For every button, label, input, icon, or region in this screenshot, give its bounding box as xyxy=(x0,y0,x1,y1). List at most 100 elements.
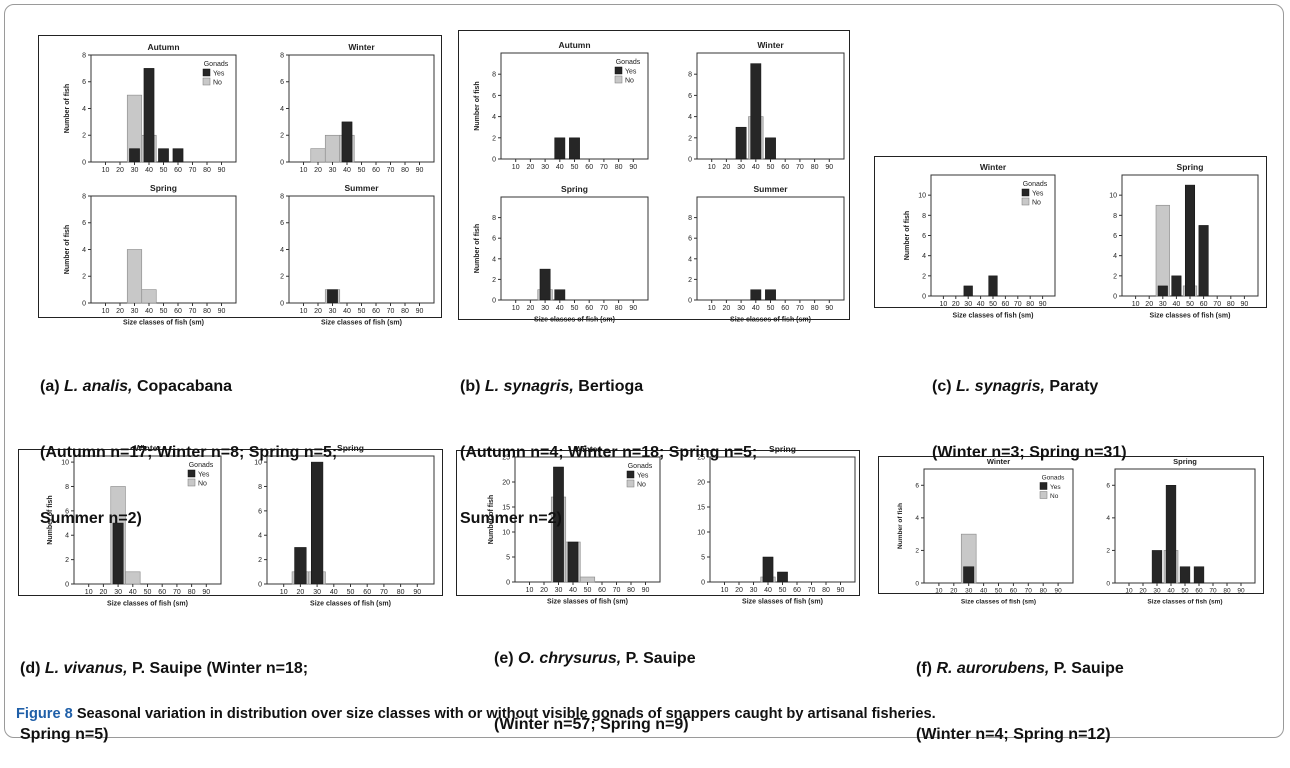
x-tick-label: 60 xyxy=(372,308,380,315)
legend-yes-swatch xyxy=(202,68,211,77)
y-tick-label: 6 xyxy=(280,220,284,227)
bar-yes-50 xyxy=(988,275,998,297)
bar-yes-30 xyxy=(1151,550,1163,584)
x-tick-label: 50 xyxy=(160,308,168,315)
y-tick-label: 4 xyxy=(915,515,919,522)
x-tick-label: 50 xyxy=(989,301,997,308)
y-axis-label: Number of fish xyxy=(474,224,481,273)
figure-caption: Figure 8 Seasonal variation in distribut… xyxy=(16,706,1281,722)
bar-yes-40 xyxy=(341,121,353,163)
x-tick-label: 50 xyxy=(779,587,787,594)
y-axis-label: Number of fish xyxy=(474,81,481,130)
y-tick-label: 25 xyxy=(697,454,705,461)
caption-c-tag: (c) xyxy=(932,378,952,395)
x-tick-label: 80 xyxy=(1040,588,1048,595)
x-tick-label: 80 xyxy=(203,167,211,174)
y-tick-label: 6 xyxy=(492,93,496,100)
x-tick-label: 30 xyxy=(965,588,973,595)
x-tick-label: 10 xyxy=(940,301,948,308)
x-tick-label: 20 xyxy=(100,589,108,596)
x-tick-label: 70 xyxy=(1025,588,1033,595)
panel-d: Winter 0 2 4 6 8 10 10 20 30 40 50 60 70 80 90 Number of… xyxy=(18,443,443,607)
x-tick-label: 20 xyxy=(540,587,548,594)
chart-b-spring: Spring 0 2 4 6 8 10 20 30 40 50 60 70 80 90 Number of f… xyxy=(474,184,649,323)
x-tick-label: 10 xyxy=(1125,588,1133,595)
y-tick-label: 2 xyxy=(492,277,496,284)
y-tick-label: 8 xyxy=(1113,213,1117,220)
caption-c-line-1: (Winter n=3; Spring n=31) xyxy=(932,444,1127,461)
legend-yes-label: Yes xyxy=(625,69,637,76)
x-tick-label: 70 xyxy=(600,164,608,171)
caption-b-species: L. synagris, xyxy=(484,378,574,395)
y-tick-label: 2 xyxy=(688,135,692,142)
chart-title: Winter xyxy=(348,42,375,52)
y-axis-label: Number of fish xyxy=(64,84,71,133)
x-tick-label: 10 xyxy=(102,167,110,174)
chart-b-autumn: Autumn 0 2 4 6 8 10 20 30 40 50 60 70 80 90 Number of f… xyxy=(474,40,649,171)
bar-yes-40 xyxy=(554,289,566,301)
x-tick-label: 50 xyxy=(160,167,168,174)
y-tick-label: 0 xyxy=(915,580,919,587)
y-tick-label: 20 xyxy=(502,479,510,486)
y-tick-label: 10 xyxy=(1109,193,1117,200)
plot-area xyxy=(288,54,435,163)
figure-caption-label: Figure 8 xyxy=(16,706,73,722)
x-tick-label: 80 xyxy=(811,164,819,171)
y-tick-label: 10 xyxy=(918,193,926,200)
y-tick-label: 6 xyxy=(82,220,86,227)
y-tick-label: 0 xyxy=(492,156,496,163)
y-tick-label: 6 xyxy=(258,508,262,515)
caption-e-species: O. chrysurus, xyxy=(518,650,622,667)
x-tick-label: 30 xyxy=(131,308,139,315)
legend-title: Gonads xyxy=(1023,181,1048,188)
x-axis-label: Size classes of fish (sm) xyxy=(961,598,1036,605)
y-tick-label: 2 xyxy=(1113,273,1117,280)
legend-no-label: No xyxy=(1050,493,1059,500)
legend: Gonads Yes No xyxy=(614,59,641,85)
legend-no-label: No xyxy=(198,481,207,488)
y-tick-label: 2 xyxy=(82,133,86,140)
x-tick-label: 40 xyxy=(752,305,760,312)
x-tick-label: 20 xyxy=(527,164,535,171)
bar-yes-20 xyxy=(294,547,307,585)
y-tick-label: 8 xyxy=(280,193,284,200)
y-tick-label: 8 xyxy=(688,215,692,222)
x-tick-label: 40 xyxy=(145,308,153,315)
x-axis-label: Size classes of fish (sm) xyxy=(534,316,615,323)
chart-b-summer: Summer 0 2 4 6 8 10 20 30 40 50 60 70 80 90 Size classe… xyxy=(688,184,845,323)
panel-e: Winter 0 5 10 15 20 25 10 20 30 40 50 60 70 80 90 Number… xyxy=(456,444,860,605)
chart-title: Spring xyxy=(337,443,364,453)
panel-f: Winter 0 2 4 6 10 20 30 40 50 60 70 80 90 Number of fi… xyxy=(878,456,1264,605)
x-tick-label: 10 xyxy=(85,589,93,596)
x-tick-label: 90 xyxy=(1237,588,1245,595)
chart-a-autumn: Autumn 0 2 4 6 8 10 20 30 40 50 60 70 80 90 Number of f… xyxy=(64,42,237,174)
y-tick-label: 0 xyxy=(280,300,284,307)
plot-area xyxy=(709,456,856,583)
legend-yes-swatch xyxy=(626,470,635,479)
caption-c: (c) L. synagris, Paraty (Winter n=3; Spr… xyxy=(932,332,1127,486)
y-tick-label: 6 xyxy=(65,508,69,515)
caption-f-site: P. Sauipe xyxy=(1053,660,1124,677)
x-tick-label: 40 xyxy=(569,587,577,594)
y-tick-label: 4 xyxy=(492,114,496,121)
x-tick-label: 30 xyxy=(750,587,758,594)
x-tick-label: 30 xyxy=(737,305,745,312)
y-tick-label: 0 xyxy=(82,159,86,166)
legend: Gonads Yes No xyxy=(1039,475,1065,500)
caption-e-site: P. Sauipe xyxy=(625,650,696,667)
x-tick-label: 70 xyxy=(1209,588,1217,595)
panel-b: Autumn 0 2 4 6 8 10 20 30 40 50 60 70 80 90 Number of f… xyxy=(458,30,850,323)
y-tick-label: 0 xyxy=(1106,580,1110,587)
x-tick-label: 30 xyxy=(555,587,563,594)
caption-d: (d) L. vivanus, P. Sauipe (Winter n=18; … xyxy=(20,614,308,768)
legend-yes-label: Yes xyxy=(213,71,225,78)
x-tick-label: 80 xyxy=(1227,301,1235,308)
y-tick-label: 6 xyxy=(915,483,919,490)
caption-b: (b) L. synagris, Bertioga (Autumn n=4; W… xyxy=(460,332,757,552)
y-tick-label: 10 xyxy=(61,460,69,467)
y-tick-label: 2 xyxy=(258,557,262,564)
y-tick-label: 0 xyxy=(688,297,692,304)
y-axis-label: Number of fish xyxy=(47,495,54,544)
x-tick-label: 20 xyxy=(952,301,960,308)
x-axis-label: Size slasses of fish (sm) xyxy=(742,598,823,605)
